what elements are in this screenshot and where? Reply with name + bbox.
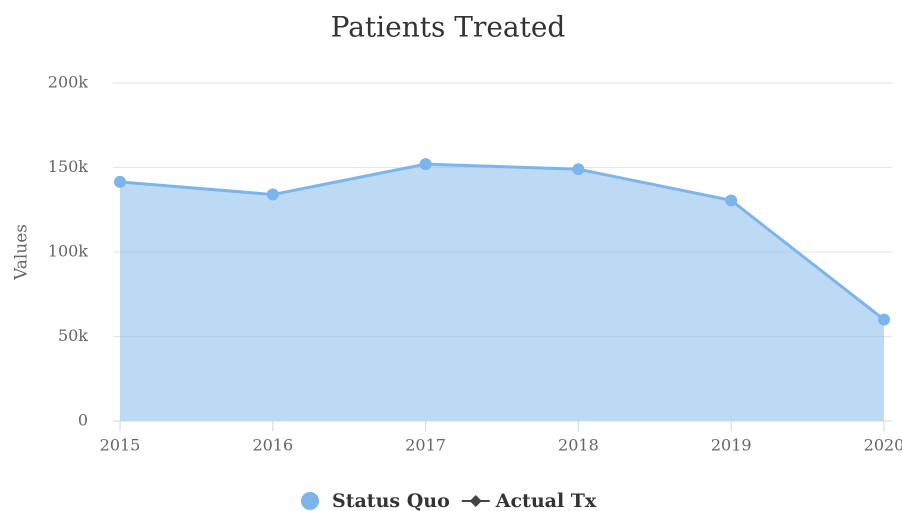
- line: [119, 162, 885, 321]
- point: [725, 194, 738, 207]
- x-tick-label: 2019: [711, 436, 752, 455]
- point: [114, 175, 126, 188]
- point: [878, 313, 890, 326]
- y-tick-label: 150k: [48, 157, 89, 176]
- x-tick-label: 2015: [100, 436, 141, 455]
- legend-symbol: [301, 492, 319, 510]
- y-tick-label: 0: [78, 411, 88, 430]
- legend-symbol: [469, 495, 482, 507]
- legend-label: Status Quo: [332, 490, 450, 511]
- y-axis-title: Values: [12, 224, 32, 281]
- x-tick-label: 2018: [558, 436, 599, 455]
- point: [266, 188, 279, 201]
- point: [419, 158, 432, 171]
- y-tick-label: 200k: [48, 73, 89, 92]
- area: [120, 164, 884, 421]
- x-tick-label: 2016: [252, 436, 293, 455]
- chart-title: Patients Treated: [331, 11, 566, 44]
- x-tick-label: 2017: [405, 436, 446, 455]
- point: [572, 163, 585, 176]
- legend-label: Actual Tx: [495, 490, 597, 511]
- y-tick-label: 100k: [48, 242, 89, 261]
- x-tick-label: 2020: [864, 436, 902, 455]
- y-tick-label: 50k: [58, 326, 88, 345]
